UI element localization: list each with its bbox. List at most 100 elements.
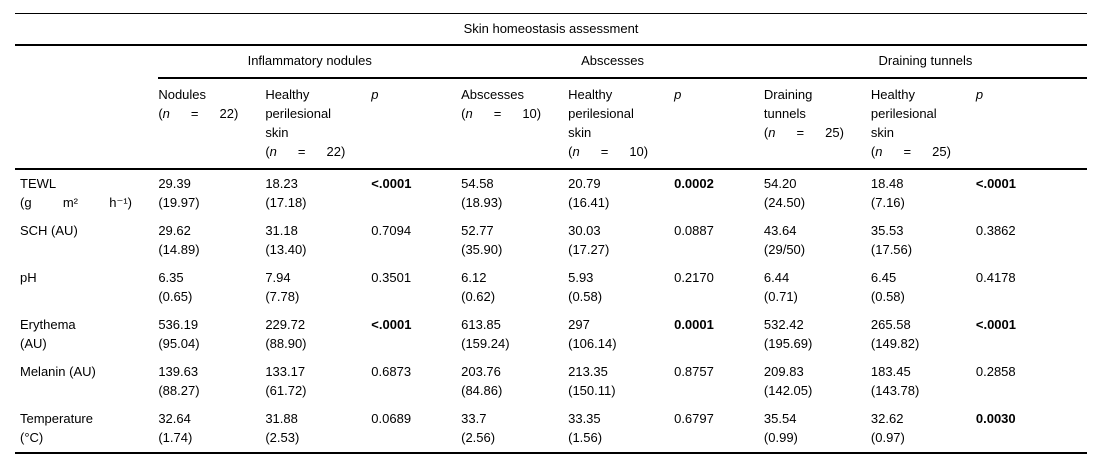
n-var: n: [465, 106, 473, 121]
column-title: Abscesses: [461, 87, 524, 102]
row-label: Temperature: [20, 411, 93, 426]
value-cell: 54.20 (24.50): [764, 169, 871, 217]
row-label: Melanin (AU): [20, 364, 96, 379]
p-value: 0.0001: [674, 317, 714, 332]
sd-value: (106.14): [568, 336, 617, 351]
n-value: 22): [219, 106, 239, 121]
p-value-cell: 0.7094: [371, 217, 461, 264]
sd-value: (2.53): [265, 430, 300, 445]
column-header-healthy-skin-1: Healthy perilesional skin (n = 22): [265, 78, 372, 170]
table-row: TEWL (g m² h⁻¹) 29.39 (19.97) 18.23 (17.18) <.00…: [15, 169, 1087, 217]
column-title: p: [371, 87, 379, 102]
sd-value: (7.16): [870, 195, 905, 210]
sd-value: (35.90): [461, 242, 503, 257]
unit-part: (g: [20, 195, 32, 210]
n-count: (n = 10): [461, 104, 541, 123]
column-header-p-1: p: [371, 78, 462, 170]
group-header-abscesses: Abscesses: [461, 45, 764, 79]
sd-value: (19.97): [158, 195, 200, 210]
sd-value: (0.62): [461, 289, 496, 304]
column-header-nodules: Nodules (n = 22): [158, 78, 266, 170]
sd-value: (14.89): [158, 242, 200, 257]
sd-value: (16.41): [568, 195, 610, 210]
p-value-cell: 0.6873: [371, 358, 461, 405]
table-row: pH 6.35 (0.65) 7.94 (7.78) 0.3501 6.12 (0.62) 5.…: [15, 264, 1087, 311]
mean-value: 229.72: [265, 317, 306, 332]
mean-value: 32.64: [158, 411, 191, 426]
value-cell: 213.35 (150.11): [568, 358, 674, 405]
value-cell: 29.62 (14.89): [158, 217, 265, 264]
sd-value: (1.56): [568, 430, 603, 445]
mean-value: 43.64: [763, 223, 797, 238]
mean-value: 6.45: [870, 270, 897, 285]
sd-value: (195.69): [763, 336, 813, 351]
table-body: TEWL (g m² h⁻¹) 29.39 (19.97) 18.23 (17.18) <.00…: [15, 169, 1087, 454]
n-open: (: [158, 106, 163, 121]
sd-value: (29/50): [763, 242, 806, 257]
p-value: 0.2858: [975, 364, 1016, 379]
group-header-row: Inflammatory nodules Abscesses Draining …: [15, 45, 1087, 79]
value-cell: 35.53 (17.56): [871, 217, 976, 264]
value-cell: 536.19 (95.04): [158, 311, 265, 358]
n-value: 25): [825, 125, 844, 140]
skin-homeostasis-table: Skin homeostasis assessment Inflammatory…: [15, 13, 1087, 454]
mean-value: 139.63: [158, 364, 199, 379]
p-value-cell: <.0001: [976, 169, 1087, 217]
p-value: 0.4178: [975, 270, 1016, 285]
group-header-inflammatory-nodules: Inflammatory nodules: [158, 45, 462, 79]
column-title: Healthy perilesional skin: [265, 87, 332, 140]
value-cell: 33.7 (2.56): [461, 405, 569, 454]
unit-part: h⁻¹): [109, 195, 132, 210]
value-cell: 18.48 (7.16): [871, 169, 976, 217]
mean-value: 209.83: [763, 364, 804, 379]
n-count: (n = 25): [871, 142, 951, 161]
sd-value: (0.99): [763, 430, 798, 445]
sd-value: (1.74): [158, 430, 193, 445]
value-cell: 6.35 (0.65): [158, 264, 265, 311]
mean-value: 265.58: [870, 317, 911, 332]
p-value-cell: 0.0689: [371, 405, 462, 454]
value-cell: 18.23 (17.18): [265, 169, 371, 217]
mean-value: 35.53: [870, 223, 904, 238]
p-value: 0.6873: [371, 364, 412, 379]
sd-value: (0.58): [568, 289, 603, 304]
p-value-cell: 0.0002: [674, 169, 764, 217]
value-cell: 20.79 (16.41): [568, 169, 674, 217]
column-title: p: [975, 87, 984, 102]
n-eq: =: [903, 144, 912, 159]
value-cell: 613.85 (159.24): [461, 311, 568, 358]
value-cell: 183.45 (143.78): [871, 358, 976, 405]
value-cell: 7.94 (7.78): [265, 264, 371, 311]
p-value-cell: <.0001: [371, 311, 461, 358]
p-value: 0.0689: [371, 411, 412, 426]
n-value: 10): [522, 106, 542, 121]
value-cell: 31.88 (2.53): [265, 405, 372, 454]
mean-value: 183.45: [870, 364, 911, 379]
value-cell: 33.35 (1.56): [568, 405, 675, 454]
p-value: 0.7094: [371, 223, 412, 238]
column-title: Draining tunnels: [763, 87, 813, 121]
sd-value: (17.27): [568, 242, 610, 257]
sd-value: (24.50): [763, 195, 806, 210]
value-cell: 297 (106.14): [568, 311, 674, 358]
mean-value: 532.42: [763, 317, 804, 332]
table-row: Melanin (AU) 139.63 (88.27) 133.17 (61.72) 0.…: [15, 358, 1087, 405]
sd-value: (0.71): [763, 289, 798, 304]
p-value: 0.3862: [975, 223, 1016, 238]
row-label-cell: TEWL (g m² h⁻¹): [15, 169, 158, 217]
column-header-p-3: p: [975, 78, 1087, 170]
n-var: n: [269, 144, 277, 159]
row-label-cell: pH: [15, 264, 158, 311]
sd-value: (88.27): [158, 383, 200, 398]
column-header-row: Nodules (n = 22) Healthy perilesional sk…: [15, 78, 1087, 170]
n-count: (n = 10): [568, 142, 648, 161]
n-count: (n = 22): [265, 142, 345, 161]
p-value-cell: 0.0001: [674, 311, 764, 358]
n-value: 10): [629, 144, 649, 159]
value-cell: 532.42 (195.69): [764, 311, 871, 358]
mean-value: 133.17: [265, 364, 306, 379]
n-eq: =: [297, 144, 306, 159]
mean-value: 35.54: [763, 411, 797, 426]
column-header-abscesses: Abscesses (n = 10): [461, 78, 569, 170]
